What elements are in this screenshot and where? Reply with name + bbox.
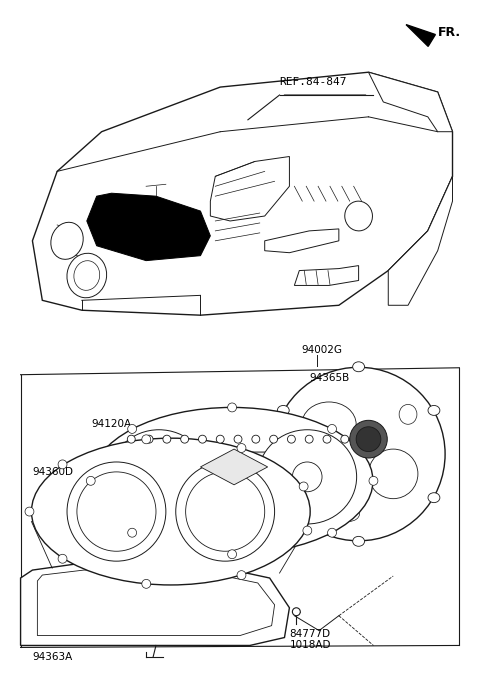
Ellipse shape <box>67 462 166 561</box>
Ellipse shape <box>128 528 137 537</box>
Ellipse shape <box>86 477 95 485</box>
Ellipse shape <box>258 430 357 524</box>
Ellipse shape <box>294 435 314 453</box>
Ellipse shape <box>369 449 418 499</box>
Polygon shape <box>369 72 453 132</box>
Ellipse shape <box>277 493 289 502</box>
Ellipse shape <box>299 482 308 491</box>
Ellipse shape <box>228 403 237 412</box>
Ellipse shape <box>303 526 312 535</box>
Text: 94002G: 94002G <box>301 345 342 355</box>
Ellipse shape <box>163 435 171 443</box>
Ellipse shape <box>353 362 364 372</box>
Ellipse shape <box>323 435 331 443</box>
Ellipse shape <box>58 460 67 469</box>
Ellipse shape <box>109 430 208 524</box>
Polygon shape <box>294 265 359 286</box>
Ellipse shape <box>199 435 206 443</box>
Ellipse shape <box>327 528 336 537</box>
Ellipse shape <box>270 435 277 443</box>
Ellipse shape <box>399 404 417 424</box>
Ellipse shape <box>272 367 445 541</box>
Ellipse shape <box>338 506 360 521</box>
Ellipse shape <box>67 253 107 298</box>
Ellipse shape <box>51 222 83 259</box>
Text: 94365B: 94365B <box>309 372 349 383</box>
Polygon shape <box>201 449 268 485</box>
Polygon shape <box>87 193 210 261</box>
Ellipse shape <box>302 402 356 447</box>
Ellipse shape <box>345 201 372 231</box>
Ellipse shape <box>127 435 135 443</box>
Ellipse shape <box>176 462 275 561</box>
Ellipse shape <box>277 406 289 416</box>
Ellipse shape <box>58 554 67 563</box>
Ellipse shape <box>216 435 224 443</box>
Ellipse shape <box>305 435 313 443</box>
Text: 94360D: 94360D <box>33 467 73 477</box>
Polygon shape <box>210 156 289 221</box>
Ellipse shape <box>74 261 100 290</box>
Ellipse shape <box>144 462 174 492</box>
Polygon shape <box>37 570 275 636</box>
Text: FR.: FR. <box>438 26 461 39</box>
Ellipse shape <box>237 443 246 452</box>
Text: 1018AD: 1018AD <box>289 640 331 651</box>
Ellipse shape <box>91 408 373 554</box>
Ellipse shape <box>128 424 137 433</box>
Ellipse shape <box>142 580 151 588</box>
Ellipse shape <box>341 435 349 443</box>
Ellipse shape <box>288 435 295 443</box>
Ellipse shape <box>186 472 264 551</box>
Text: 94120A: 94120A <box>92 419 132 429</box>
Ellipse shape <box>292 462 322 492</box>
FancyBboxPatch shape <box>199 452 270 506</box>
Ellipse shape <box>237 571 246 580</box>
Polygon shape <box>264 229 339 253</box>
Text: 84777D: 84777D <box>289 628 331 638</box>
Ellipse shape <box>319 477 359 511</box>
Polygon shape <box>388 176 453 305</box>
Text: 94363A: 94363A <box>33 653 72 662</box>
Ellipse shape <box>25 507 34 516</box>
Ellipse shape <box>142 435 151 443</box>
Ellipse shape <box>327 424 336 433</box>
Ellipse shape <box>369 477 378 485</box>
Polygon shape <box>21 563 289 645</box>
Ellipse shape <box>77 472 156 551</box>
Ellipse shape <box>32 438 310 585</box>
Polygon shape <box>406 24 435 47</box>
Ellipse shape <box>428 406 440 416</box>
Ellipse shape <box>350 420 387 458</box>
Text: REF.84-847: REF.84-847 <box>279 77 347 87</box>
Ellipse shape <box>428 493 440 502</box>
Ellipse shape <box>292 608 300 615</box>
Ellipse shape <box>180 435 189 443</box>
Ellipse shape <box>252 435 260 443</box>
Ellipse shape <box>228 550 237 559</box>
Ellipse shape <box>356 427 381 452</box>
Polygon shape <box>33 72 453 315</box>
Ellipse shape <box>353 536 364 546</box>
Ellipse shape <box>234 435 242 443</box>
Ellipse shape <box>145 435 153 443</box>
